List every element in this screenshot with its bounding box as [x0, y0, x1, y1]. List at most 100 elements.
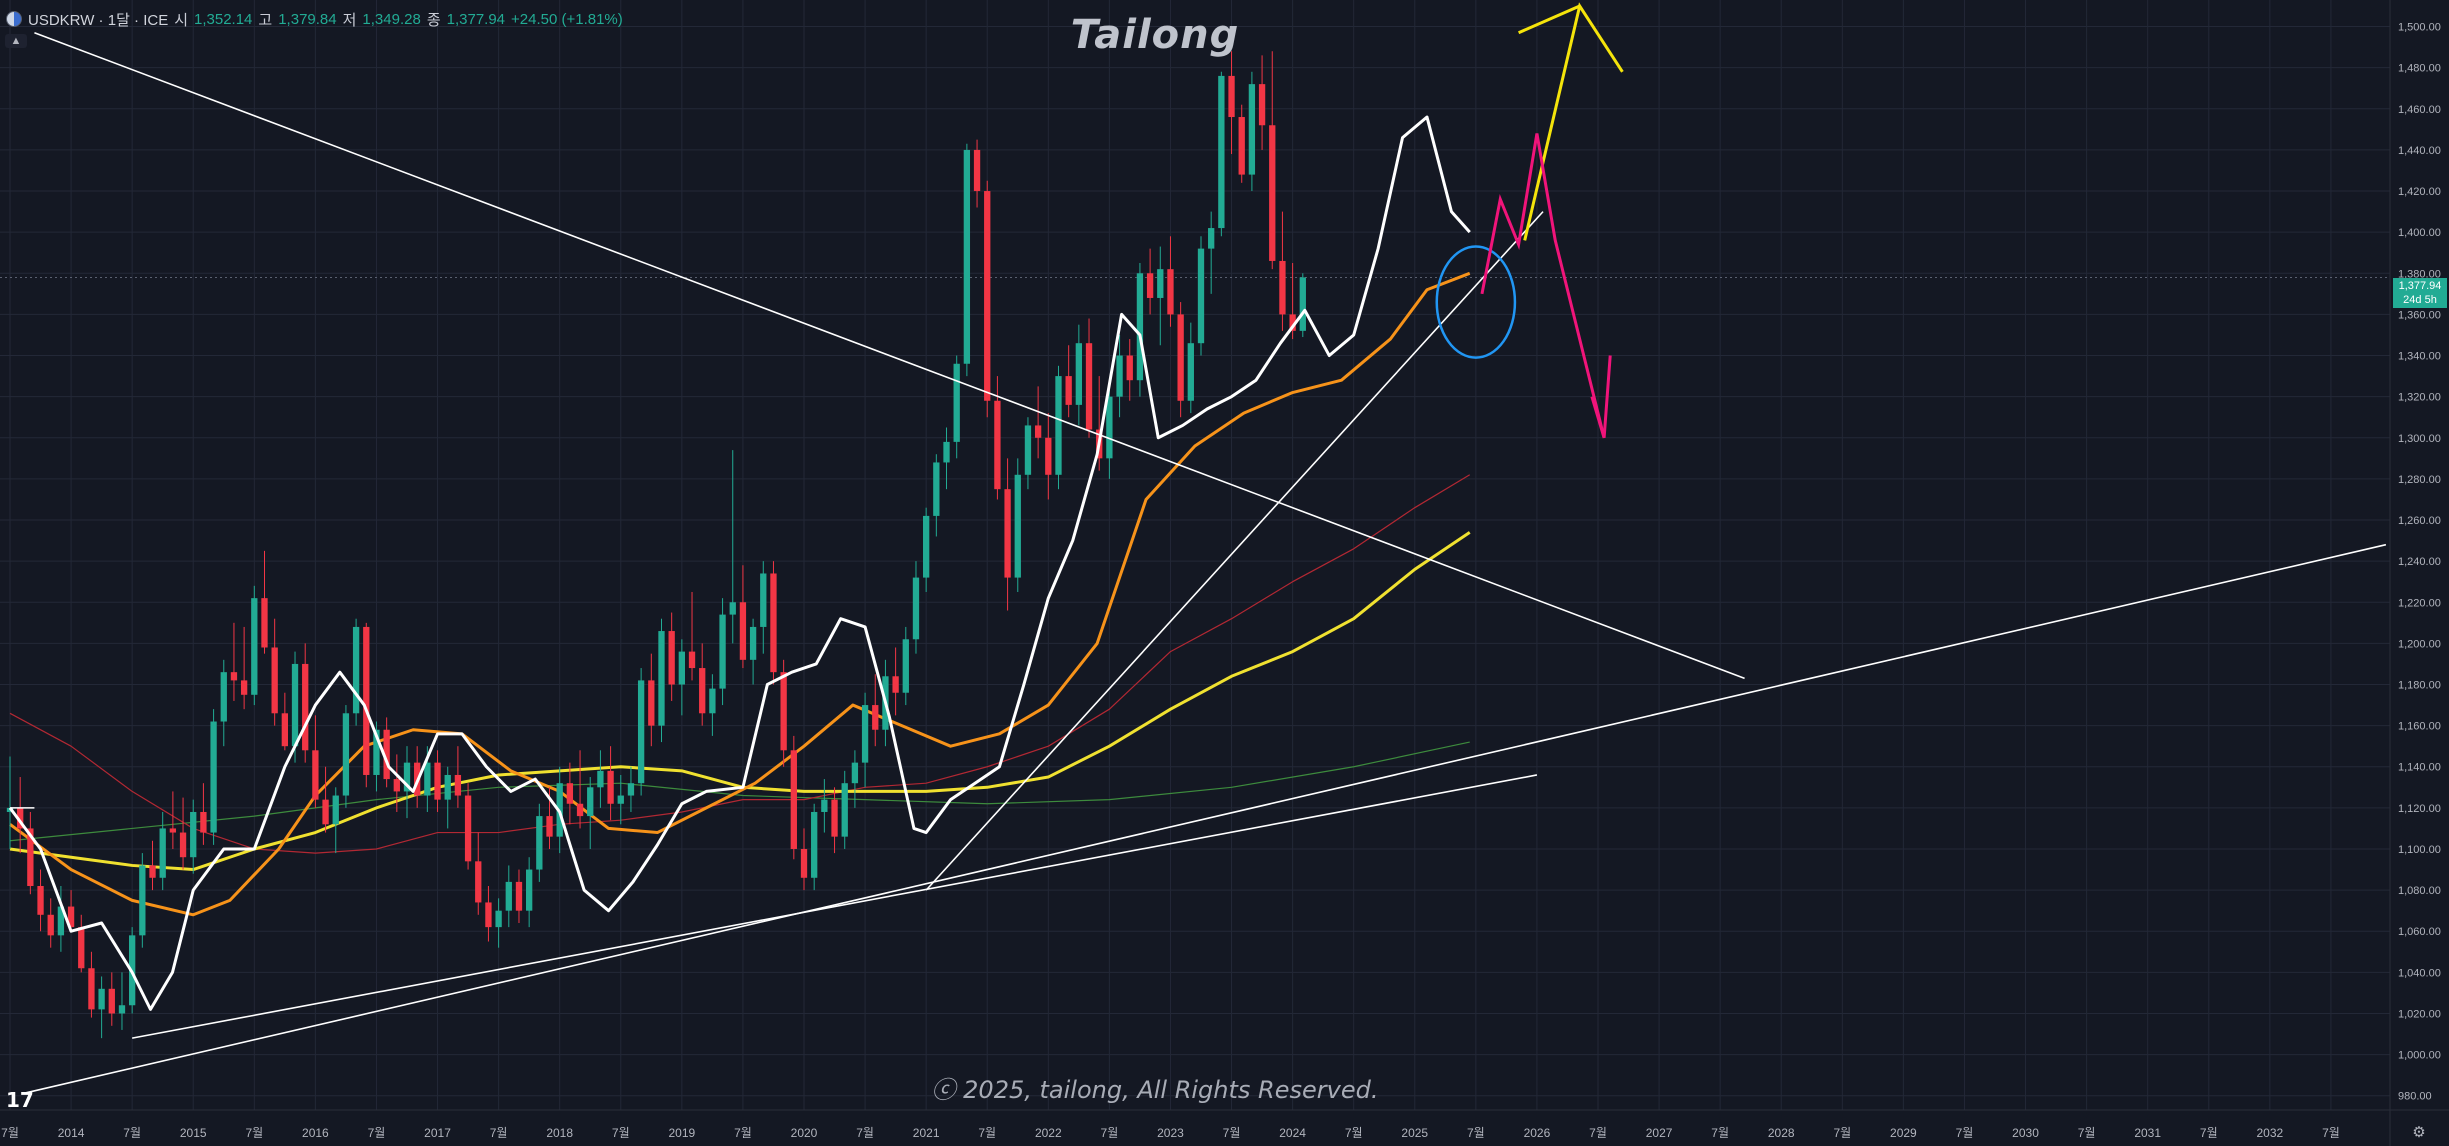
candle-body: [342, 713, 350, 796]
trendline: [22, 543, 2387, 1095]
moving-average-ma-orange: [9, 271, 1471, 917]
candle-body: [505, 881, 512, 911]
close-value: 1,377.94: [446, 10, 506, 28]
candle-body: [1126, 355, 1133, 381]
time-axis-label: 7월: [978, 1126, 996, 1140]
candle-body: [17, 807, 24, 829]
candle-body: [546, 816, 553, 837]
time-axis-label: 7월: [856, 1126, 874, 1140]
time-axis-label: 7월: [734, 1126, 752, 1140]
candle-body: [1075, 343, 1083, 405]
candle-body: [597, 770, 604, 788]
chevron-up-icon[interactable]: ▲: [5, 34, 27, 48]
candle-body: [169, 828, 177, 833]
candle-body: [240, 680, 248, 695]
price-axis-label: 1,120.00: [2398, 803, 2441, 815]
price-axis-label: 1,220.00: [2398, 597, 2441, 609]
candle-body: [403, 762, 411, 792]
candle-body: [1167, 269, 1174, 315]
candle-body: [373, 729, 380, 775]
symbol-label[interactable]: USDKRW · 1달 · ICE: [28, 11, 169, 29]
candle-body: [37, 886, 44, 915]
time-axis-label: 7월: [368, 1126, 386, 1140]
price-axis-label: 1,080.00: [2398, 885, 2441, 897]
candle-body: [220, 672, 227, 722]
candle-body: [434, 762, 441, 800]
price-axis-label: 1,240.00: [2398, 556, 2441, 568]
candle-body: [994, 400, 1001, 490]
candle-body: [719, 614, 726, 689]
price-axis-label: 1,500.00: [2398, 22, 2441, 34]
time-axis-label: 2020: [791, 1126, 818, 1140]
candle-body: [739, 602, 747, 660]
candle-body: [770, 573, 777, 673]
candle-body: [1065, 376, 1072, 405]
candle-body: [790, 750, 797, 849]
time-axis-label: 2017: [424, 1126, 451, 1140]
price-axis-label: 1,480.00: [2398, 63, 2441, 75]
tradingview-logo[interactable]: 17: [6, 1088, 34, 1112]
low-label: 저: [342, 11, 357, 29]
candle-body: [1146, 273, 1154, 298]
candle-body: [159, 828, 166, 878]
time-axis-label: 2022: [1035, 1126, 1062, 1140]
candle-body: [210, 721, 217, 833]
moving-average-ma-green: [9, 741, 1470, 842]
candle-body: [1197, 248, 1205, 344]
candle-body: [1248, 84, 1256, 175]
candle-body: [1299, 277, 1306, 331]
candle-body: [780, 672, 787, 751]
flag-icon[interactable]: [6, 11, 22, 27]
candle-body: [902, 639, 909, 693]
candle-body: [1034, 425, 1042, 438]
last-price-badge: 1,377.94 24d 5h: [2393, 278, 2447, 308]
candle-body: [688, 651, 696, 669]
open-label: 시: [174, 11, 189, 29]
gear-icon[interactable]: ⚙: [2412, 1124, 2426, 1141]
price-axis-label: 1,260.00: [2398, 515, 2441, 527]
candle-body: [118, 1005, 126, 1014]
candle-body: [1269, 125, 1276, 261]
candle-body: [454, 774, 462, 796]
candle-body: [648, 680, 655, 726]
candle-body: [525, 869, 533, 911]
time-axis-label: 2014: [58, 1126, 85, 1140]
time-axis-label: 7월: [2078, 1126, 2096, 1140]
time-axis-label: 7월: [245, 1126, 263, 1140]
candle-body: [200, 811, 207, 833]
time-axis-label: 2028: [1768, 1126, 1795, 1140]
time-axis-label: 7월: [612, 1126, 630, 1140]
candle-body: [729, 602, 736, 615]
candle-body: [1218, 75, 1225, 229]
time-axis-label: 2029: [1890, 1126, 1917, 1140]
candle-body: [617, 795, 624, 804]
candle-body: [302, 663, 309, 751]
price-axis-label: 1,460.00: [2398, 104, 2441, 116]
candle-body: [800, 848, 808, 878]
candle-body: [658, 631, 665, 726]
candle-body: [1136, 273, 1144, 381]
symbol-header: USDKRW · 1달 · ICE 시 1,352.14 고 1,379.84 …: [6, 8, 623, 30]
last-price-value: 1,377.94: [2398, 280, 2442, 292]
candle-body: [78, 927, 85, 969]
time-axis-label: 7월: [123, 1126, 141, 1140]
countdown-label: 24d 5h: [2403, 294, 2437, 306]
candle-body: [1279, 260, 1286, 315]
price-axis-label: 1,380.00: [2398, 268, 2441, 280]
highlight-ellipse: [1435, 245, 1517, 359]
candle-body: [291, 663, 299, 747]
price-axis-label: 1,440.00: [2398, 145, 2441, 157]
candle-body: [576, 803, 584, 817]
candle-body: [485, 902, 492, 928]
time-axis-label: 2031: [2134, 1126, 2161, 1140]
candle-body: [57, 906, 65, 936]
candle-body: [1004, 489, 1011, 578]
candle-body: [536, 816, 543, 870]
time-axis-label: 7월: [1711, 1126, 1729, 1140]
copyright-text: ⓒ 2025, tailong, All Rights Reserved.: [931, 1076, 1379, 1104]
candle-body: [352, 626, 360, 714]
time-axis-label: 7월: [1589, 1126, 1607, 1140]
price-axis-label: 1,060.00: [2398, 926, 2441, 938]
time-axis-label: 7월: [1345, 1126, 1363, 1140]
